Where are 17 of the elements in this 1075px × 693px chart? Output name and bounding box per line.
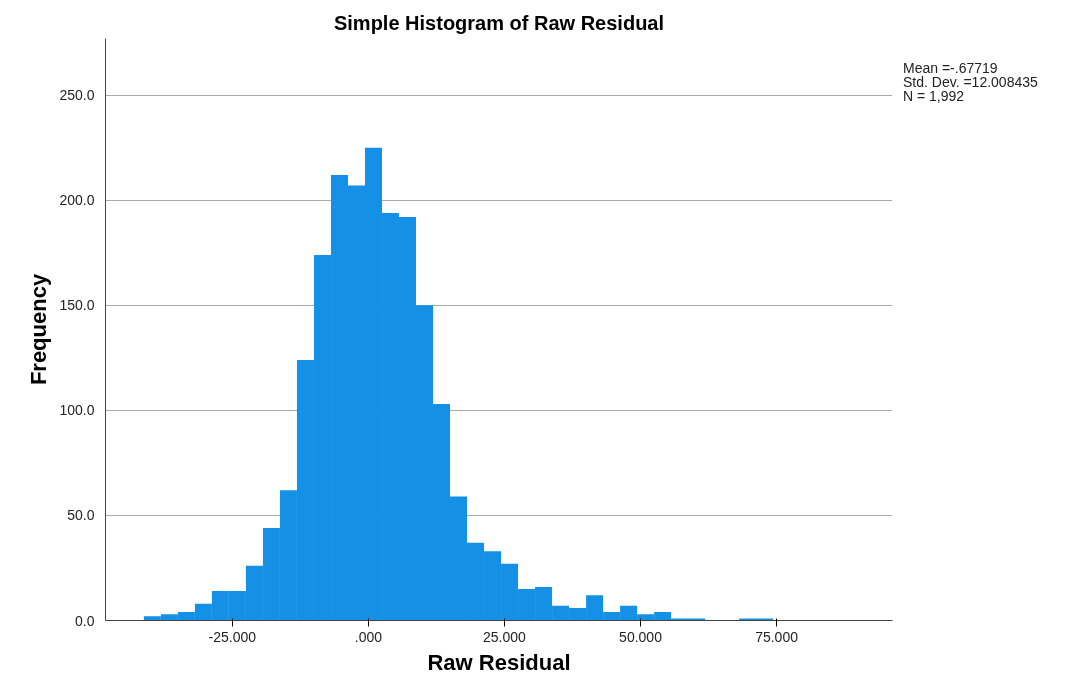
text: N = 1,992	[903, 88, 966, 104]
x-tick-label: .000	[354, 628, 383, 645]
x-tick-label: 25.000	[483, 628, 527, 645]
y-tick-label: 50.0	[67, 507, 95, 524]
x-tick-label: -25.000	[208, 628, 257, 645]
y-tick-label: 200.0	[59, 192, 95, 209]
y-tick-label: 100.0	[59, 402, 95, 419]
x-tick-label: 75.000	[755, 628, 799, 645]
y-tick-label: 250.0	[59, 87, 95, 104]
text: Mean =-.67719	[903, 60, 999, 76]
x-tick-label: 50.000	[619, 628, 663, 645]
y-tick-label: 0.0	[75, 612, 95, 629]
y-tick-label: 150.0	[59, 297, 95, 314]
x-axis-title: Raw Residual	[427, 649, 571, 675]
y-axis-title: Frequency	[26, 273, 52, 386]
chart-title: Simple Histogram of Raw Residual	[333, 11, 665, 34]
text: Std. Dev. =12.008435	[903, 74, 1038, 90]
